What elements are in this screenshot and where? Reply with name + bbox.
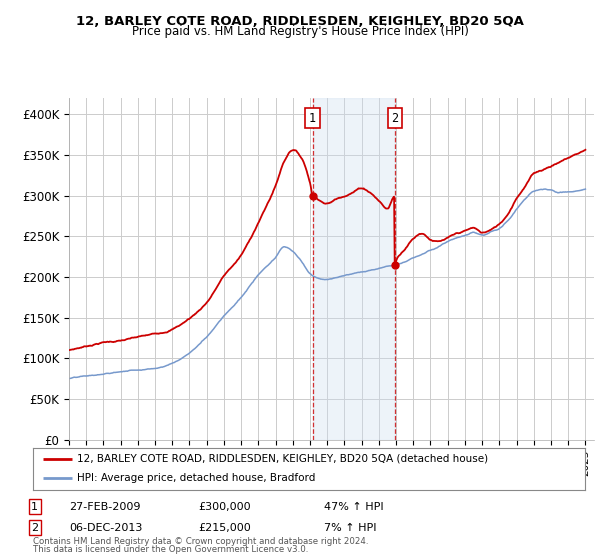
Text: £215,000: £215,000 <box>198 522 251 533</box>
Text: 27-FEB-2009: 27-FEB-2009 <box>69 502 140 512</box>
Text: This data is licensed under the Open Government Licence v3.0.: This data is licensed under the Open Gov… <box>33 545 308 554</box>
Text: 12, BARLEY COTE ROAD, RIDDLESDEN, KEIGHLEY, BD20 5QA (detached house): 12, BARLEY COTE ROAD, RIDDLESDEN, KEIGHL… <box>77 454 488 464</box>
Bar <box>313 98 395 440</box>
Text: 06-DEC-2013: 06-DEC-2013 <box>69 522 142 533</box>
Text: £300,000: £300,000 <box>198 502 251 512</box>
Text: 2: 2 <box>31 522 38 533</box>
Text: 1: 1 <box>309 112 316 125</box>
Text: Contains HM Land Registry data © Crown copyright and database right 2024.: Contains HM Land Registry data © Crown c… <box>33 537 368 546</box>
Text: 2: 2 <box>391 112 398 125</box>
Text: 12, BARLEY COTE ROAD, RIDDLESDEN, KEIGHLEY, BD20 5QA: 12, BARLEY COTE ROAD, RIDDLESDEN, KEIGHL… <box>76 15 524 28</box>
Text: HPI: Average price, detached house, Bradford: HPI: Average price, detached house, Brad… <box>77 473 316 483</box>
Text: 7% ↑ HPI: 7% ↑ HPI <box>324 522 377 533</box>
Text: 1: 1 <box>31 502 38 512</box>
Text: 47% ↑ HPI: 47% ↑ HPI <box>324 502 383 512</box>
Text: Price paid vs. HM Land Registry's House Price Index (HPI): Price paid vs. HM Land Registry's House … <box>131 25 469 38</box>
